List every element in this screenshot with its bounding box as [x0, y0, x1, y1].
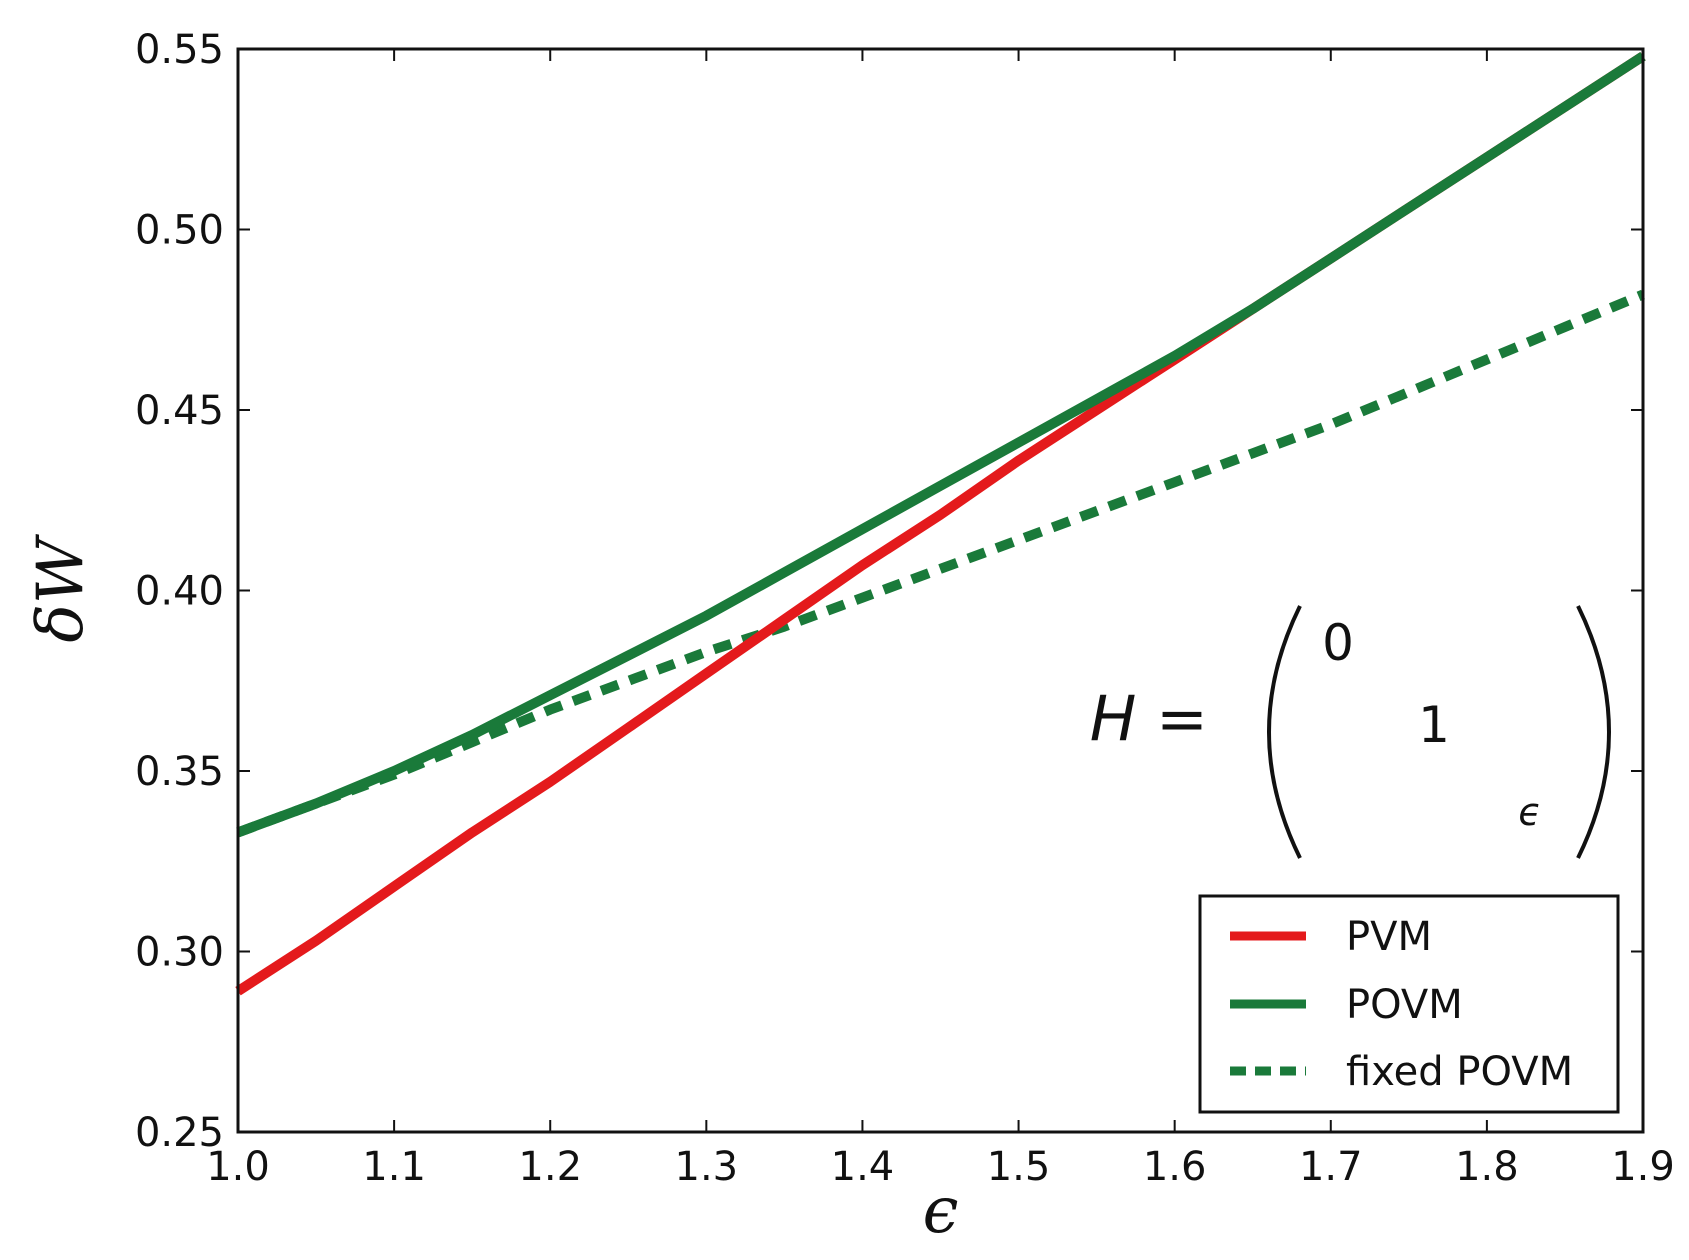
matrix-right-paren — [1576, 605, 1611, 859]
x-tick-label: 1.1 — [362, 1144, 426, 1190]
legend: PVM POVM fixed POVM — [1198, 894, 1620, 1114]
y-tick-label: 0.45 — [135, 388, 224, 434]
x-tick-label: 1.0 — [206, 1144, 270, 1190]
x-tick-label: 1.3 — [675, 1144, 739, 1190]
y-tick-label: 0.30 — [135, 930, 224, 976]
x-tick-label: 1.6 — [1143, 1144, 1207, 1190]
x-axis-label: ϵ — [923, 1174, 959, 1248]
axis-ticks: 1.0 1.1 1.2 1.3 1.4 1.5 1.6 1.7 1.8 1.9 0.25 0.30 0.… — [135, 27, 1675, 1190]
x-tick-label: 1.5 — [987, 1144, 1051, 1190]
plot-lines — [235, 52, 1646, 996]
y-tick-label: 0.35 — [135, 749, 224, 795]
matrix-entry-0: 0 — [1322, 614, 1354, 672]
x-tick-label: 1.7 — [1299, 1144, 1363, 1190]
x-tick-label: 1.8 — [1455, 1144, 1519, 1190]
x-tick-label: 1.4 — [831, 1144, 895, 1190]
y-tick-label: 0.25 — [135, 1110, 224, 1156]
x-tick-label: 1.2 — [518, 1144, 582, 1190]
matrix-entry-epsilon: ϵ — [1518, 790, 1541, 834]
series-line-fixed-povm — [236, 289, 1645, 838]
y-tick-label: 0.40 — [135, 569, 224, 615]
y-tick-label: 0.50 — [135, 208, 224, 254]
y-axis-label: δW — [24, 533, 98, 643]
matrix-entry-1: 1 — [1418, 696, 1450, 754]
matrix-lhs: H = — [1090, 682, 1208, 755]
x-tick-label: 1.9 — [1611, 1144, 1675, 1190]
y-tick-label: 0.55 — [135, 27, 224, 73]
matrix-left-paren — [1267, 605, 1302, 859]
series-line-povm — [236, 52, 1646, 838]
legend-label-pvm: PVM — [1346, 914, 1432, 960]
legend-label-povm: POVM — [1346, 982, 1463, 1028]
hamiltonian-annotation: H = 0 1 ϵ — [1090, 605, 1611, 859]
legend-label-fixed-povm: fixed POVM — [1346, 1049, 1573, 1095]
